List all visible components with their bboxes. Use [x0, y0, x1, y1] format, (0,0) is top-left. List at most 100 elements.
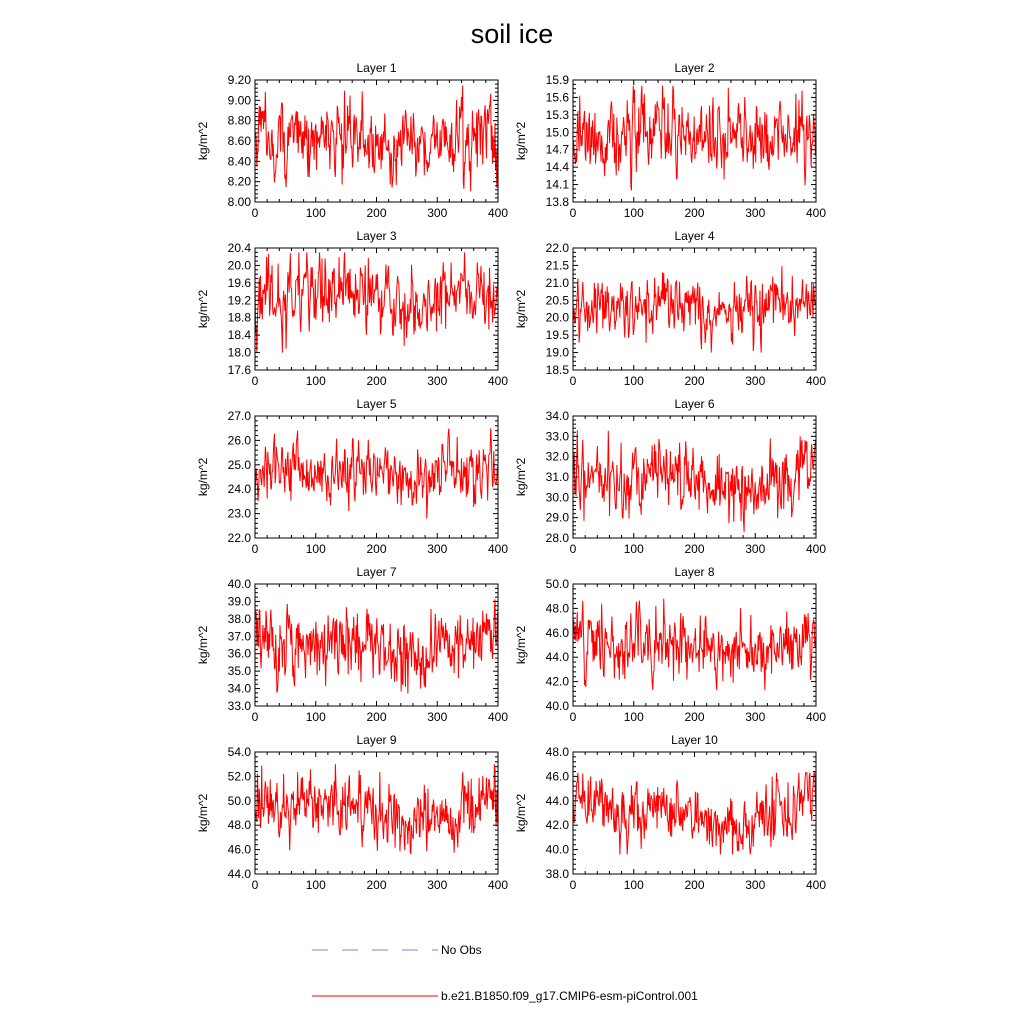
- y-tick-label: 20.4: [228, 241, 252, 255]
- y-tick-label: 42.0: [546, 675, 570, 689]
- y-axis-label: kg/m^2: [196, 458, 210, 497]
- panel-title: Layer 6: [674, 397, 714, 411]
- x-tick-label: 0: [252, 206, 259, 220]
- x-tick-label: 400: [488, 542, 508, 556]
- panel-layer-3: 0 100 200 300 400 17.6 18.0 18.4 18.8 19.2 19.6 20.…: [196, 229, 508, 388]
- x-tick-label: 300: [427, 374, 447, 388]
- y-tick-label: 44.0: [228, 867, 252, 881]
- model-series-line: [573, 85, 816, 191]
- x-tick-label: 0: [252, 710, 259, 724]
- y-tick-label: 48.0: [546, 601, 570, 615]
- y-tick-label: 50.0: [546, 577, 570, 591]
- y-tick-label: 39.0: [228, 594, 252, 608]
- y-tick-label: 23.0: [228, 507, 252, 521]
- x-tick-label: 300: [427, 542, 447, 556]
- x-tick-label: 0: [570, 710, 577, 724]
- y-axis-label: kg/m^2: [514, 626, 528, 665]
- y-tick-label: 22.0: [546, 241, 570, 255]
- x-tick-label: 100: [624, 206, 644, 220]
- plot-frame: [254, 583, 499, 707]
- y-tick-label: 18.0: [228, 346, 252, 360]
- y-tick-label: 37.0: [228, 629, 252, 643]
- y-tick-label: 8.00: [228, 195, 252, 209]
- y-tick-label: 20.0: [228, 258, 252, 272]
- panel-title: Layer 10: [671, 733, 718, 747]
- model-series-line: [255, 764, 498, 855]
- x-tick-label: 300: [745, 542, 765, 556]
- y-tick-label: 44.0: [546, 650, 570, 664]
- x-tick-label: 400: [488, 206, 508, 220]
- x-tick-label: 100: [306, 878, 326, 892]
- y-tick-label: 8.60: [228, 134, 252, 148]
- y-tick-label: 54.0: [228, 745, 252, 759]
- x-tick-label: 100: [624, 878, 644, 892]
- y-tick-label: 29.0: [546, 511, 570, 525]
- panel-grid: 0 100 200 300 400 8.00 8.20 8.40 8.60 8.80 9.00 9.2…: [196, 61, 826, 892]
- y-tick-label: 14.7: [546, 143, 570, 157]
- y-tick-label: 18.8: [228, 311, 252, 325]
- y-tick-label: 17.6: [228, 363, 252, 377]
- y-tick-label: 26.0: [228, 433, 252, 447]
- y-tick-label: 15.9: [546, 73, 570, 87]
- y-tick-label: 31.0: [546, 470, 570, 484]
- x-tick-label: 0: [570, 206, 577, 220]
- x-tick-label: 200: [366, 374, 386, 388]
- x-tick-label: 300: [745, 710, 765, 724]
- panel-layer-4: 0 100 200 300 400 18.5 19.0 19.5 20.0 20.5 21.0 21.…: [514, 229, 826, 388]
- x-tick-label: 300: [745, 206, 765, 220]
- y-tick-label: 14.4: [546, 160, 570, 174]
- y-tick-label: 19.5: [546, 328, 570, 342]
- model-series-line: [573, 430, 816, 532]
- panel-layer-9: 0 100 200 300 400 44.0 46.0 48.0 50.0 52.0 54.0 Lay…: [196, 733, 508, 892]
- figure-title: soil ice: [471, 19, 554, 49]
- y-tick-label: 50.0: [228, 794, 252, 808]
- panel-layer-1: 0 100 200 300 400 8.00 8.20 8.40 8.60 8.80 9.00 9.2…: [196, 61, 508, 220]
- x-tick-label: 200: [366, 542, 386, 556]
- y-tick-label: 14.1: [546, 178, 570, 192]
- y-tick-label: 25.0: [228, 458, 252, 472]
- y-axis-label: kg/m^2: [514, 458, 528, 497]
- x-tick-label: 0: [252, 542, 259, 556]
- y-tick-label: 13.8: [546, 195, 570, 209]
- model-series-line: [573, 266, 816, 353]
- x-tick-label: 200: [366, 710, 386, 724]
- x-tick-label: 400: [806, 206, 826, 220]
- x-tick-label: 200: [684, 878, 704, 892]
- y-tick-label: 27.0: [228, 409, 252, 423]
- y-tick-label: 8.80: [228, 114, 252, 128]
- y-tick-label: 18.4: [228, 328, 252, 342]
- x-tick-label: 100: [306, 542, 326, 556]
- y-tick-label: 15.0: [546, 125, 570, 139]
- x-tick-label: 0: [570, 542, 577, 556]
- panel-layer-6: 0 100 200 300 400 28.0 29.0 30.0 31.0 32.0 33.0 34.…: [514, 397, 826, 556]
- y-tick-label: 20.5: [546, 293, 570, 307]
- x-tick-label: 400: [488, 710, 508, 724]
- y-tick-label: 38.0: [546, 867, 570, 881]
- y-tick-label: 33.0: [546, 429, 570, 443]
- y-tick-label: 48.0: [228, 818, 252, 832]
- x-tick-label: 0: [570, 374, 577, 388]
- model-series-line: [255, 599, 498, 694]
- x-tick-label: 200: [366, 206, 386, 220]
- x-tick-label: 100: [306, 374, 326, 388]
- x-tick-label: 100: [624, 374, 644, 388]
- y-tick-label: 48.0: [546, 745, 570, 759]
- x-tick-label: 200: [684, 710, 704, 724]
- y-tick-label: 40.0: [228, 577, 252, 591]
- y-tick-label: 34.0: [546, 409, 570, 423]
- x-tick-label: 400: [806, 542, 826, 556]
- y-tick-label: 8.20: [228, 175, 252, 189]
- panel-title: Layer 4: [674, 229, 714, 243]
- y-tick-label: 24.0: [228, 482, 252, 496]
- panel-layer-2: 0 100 200 300 400 13.8 14.1 14.4 14.7 15.0 15.3 15.…: [514, 61, 826, 220]
- x-tick-label: 300: [427, 206, 447, 220]
- x-tick-label: 100: [624, 710, 644, 724]
- y-tick-label: 19.2: [228, 293, 252, 307]
- y-tick-label: 40.0: [546, 699, 570, 713]
- x-tick-label: 300: [427, 710, 447, 724]
- y-tick-label: 20.0: [546, 311, 570, 325]
- y-tick-label: 15.6: [546, 90, 570, 104]
- panel-layer-5: 0 100 200 300 400 22.0 23.0 24.0 25.0 26.0 27.0 Lay…: [196, 397, 508, 556]
- y-axis-label: kg/m^2: [196, 122, 210, 161]
